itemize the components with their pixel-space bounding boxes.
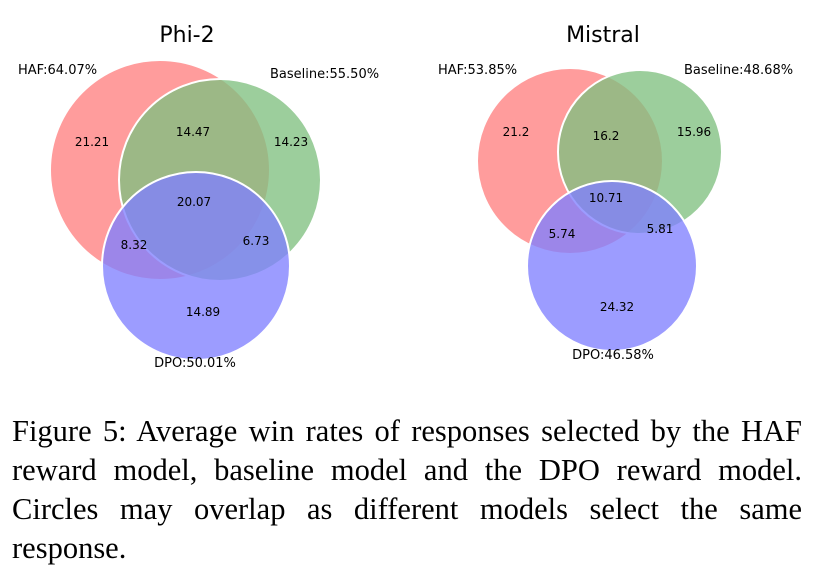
set-label-haf: HAF:64.07% — [18, 63, 97, 78]
region-all: 20.07 — [177, 195, 211, 209]
set-label-haf: HAF:53.85% — [438, 63, 517, 78]
panel-title: Phi-2 — [159, 23, 214, 48]
region-haf-only: 21.21 — [75, 135, 109, 149]
region-all: 10.71 — [589, 191, 623, 205]
region-baseline-dpo: 6.73 — [243, 234, 270, 248]
set-label-dpo: DPO:46.58% — [572, 348, 654, 363]
venn-panel-mistral: Mistral HAF:53.85% Baseline:48.68% DPO:4… — [438, 23, 793, 363]
region-baseline-dpo: 5.81 — [647, 222, 674, 236]
region-haf-dpo: 5.74 — [549, 227, 576, 241]
region-dpo-only: 24.32 — [600, 300, 634, 314]
region-baseline-only: 14.23 — [274, 135, 308, 149]
set-label-baseline: Baseline:55.50% — [270, 67, 379, 82]
region-baseline-only: 15.96 — [677, 125, 711, 139]
set-label-dpo: DPO:50.01% — [154, 356, 236, 371]
region-dpo-only: 14.89 — [186, 305, 220, 319]
panel-title: Mistral — [566, 23, 640, 48]
region-haf-baseline: 14.47 — [176, 125, 210, 139]
region-haf-only: 21.2 — [503, 125, 530, 139]
venn-circle-dpo — [101, 171, 291, 361]
set-label-baseline: Baseline:48.68% — [684, 63, 793, 78]
region-haf-dpo: 8.32 — [121, 238, 148, 252]
figure-caption: Figure 5: Average win rates of responses… — [12, 414, 802, 565]
venn-circle-dpo — [526, 180, 698, 352]
venn-panel-phi2: Phi-2 HAF:64.07% Baseline:55.50% DPO:50.… — [18, 23, 379, 371]
region-haf-baseline: 16.2 — [593, 129, 620, 143]
